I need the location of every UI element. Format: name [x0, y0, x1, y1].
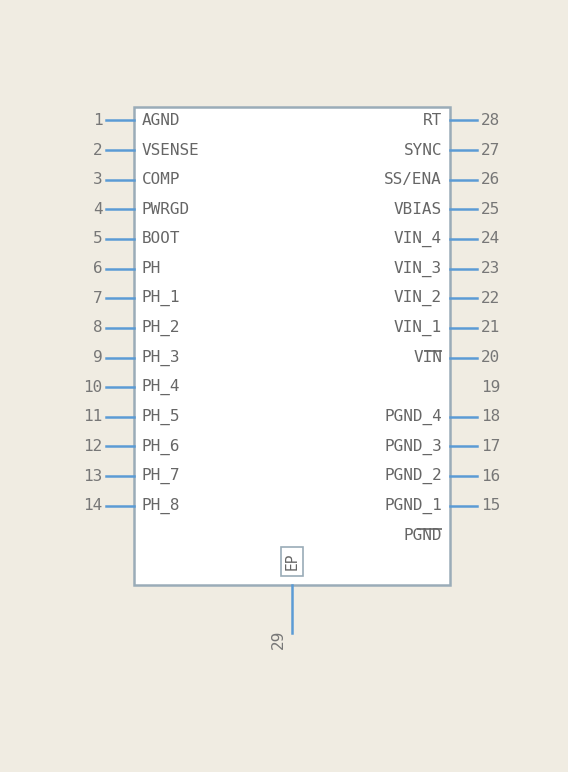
- Text: 20: 20: [481, 350, 500, 365]
- Text: 15: 15: [481, 498, 500, 513]
- Text: 4: 4: [93, 201, 102, 217]
- Text: SYNC: SYNC: [403, 143, 442, 157]
- Text: VIN_1: VIN_1: [394, 320, 442, 336]
- Text: 16: 16: [481, 469, 500, 483]
- Text: 9: 9: [93, 350, 102, 365]
- Text: 26: 26: [481, 172, 500, 187]
- Text: 8: 8: [93, 320, 102, 335]
- Text: PH: PH: [142, 261, 161, 276]
- Text: 11: 11: [83, 409, 102, 425]
- Text: 19: 19: [481, 380, 500, 394]
- Text: VBIAS: VBIAS: [394, 201, 442, 217]
- Text: SS/ENA: SS/ENA: [385, 172, 442, 187]
- Text: 12: 12: [83, 439, 102, 454]
- Text: 27: 27: [481, 143, 500, 157]
- Text: COMP: COMP: [142, 172, 180, 187]
- Text: 21: 21: [481, 320, 500, 335]
- Text: 6: 6: [93, 261, 102, 276]
- Text: 2: 2: [93, 143, 102, 157]
- Text: BOOT: BOOT: [142, 232, 180, 246]
- Text: VIN_3: VIN_3: [394, 260, 442, 276]
- Text: PGND_2: PGND_2: [385, 468, 442, 484]
- Text: 23: 23: [481, 261, 500, 276]
- Text: VIN: VIN: [413, 350, 442, 365]
- Text: PH_4: PH_4: [142, 379, 180, 395]
- Text: PH_3: PH_3: [142, 350, 180, 366]
- Text: 13: 13: [83, 469, 102, 483]
- Text: PH_5: PH_5: [142, 408, 180, 425]
- Text: PGND_1: PGND_1: [385, 498, 442, 514]
- Text: VIN_4: VIN_4: [394, 231, 442, 247]
- Text: 5: 5: [93, 232, 102, 246]
- Text: VIN_2: VIN_2: [394, 290, 442, 306]
- Text: 18: 18: [481, 409, 500, 425]
- Text: PH_6: PH_6: [142, 438, 180, 455]
- Text: 10: 10: [83, 380, 102, 394]
- Text: PGND_3: PGND_3: [385, 438, 442, 455]
- Text: 28: 28: [481, 113, 500, 128]
- Text: PH_1: PH_1: [142, 290, 180, 306]
- Text: 1: 1: [93, 113, 102, 128]
- Text: PH_7: PH_7: [142, 468, 180, 484]
- Text: 24: 24: [481, 232, 500, 246]
- Text: 7: 7: [93, 291, 102, 306]
- Text: 22: 22: [481, 291, 500, 306]
- Text: 3: 3: [93, 172, 102, 187]
- Text: RT: RT: [423, 113, 442, 128]
- Text: PWRGD: PWRGD: [142, 201, 190, 217]
- Text: PH_8: PH_8: [142, 498, 180, 514]
- Text: 14: 14: [83, 498, 102, 513]
- Text: PH_2: PH_2: [142, 320, 180, 336]
- Text: PGND: PGND: [403, 528, 442, 543]
- Text: 17: 17: [481, 439, 500, 454]
- Bar: [134, 107, 450, 585]
- Bar: [281, 547, 303, 576]
- Text: 25: 25: [481, 201, 500, 217]
- Text: EP: EP: [285, 553, 299, 571]
- Text: PGND_4: PGND_4: [385, 408, 442, 425]
- Text: VSENSE: VSENSE: [142, 143, 199, 157]
- Text: AGND: AGND: [142, 113, 180, 128]
- Text: 29: 29: [271, 629, 286, 648]
